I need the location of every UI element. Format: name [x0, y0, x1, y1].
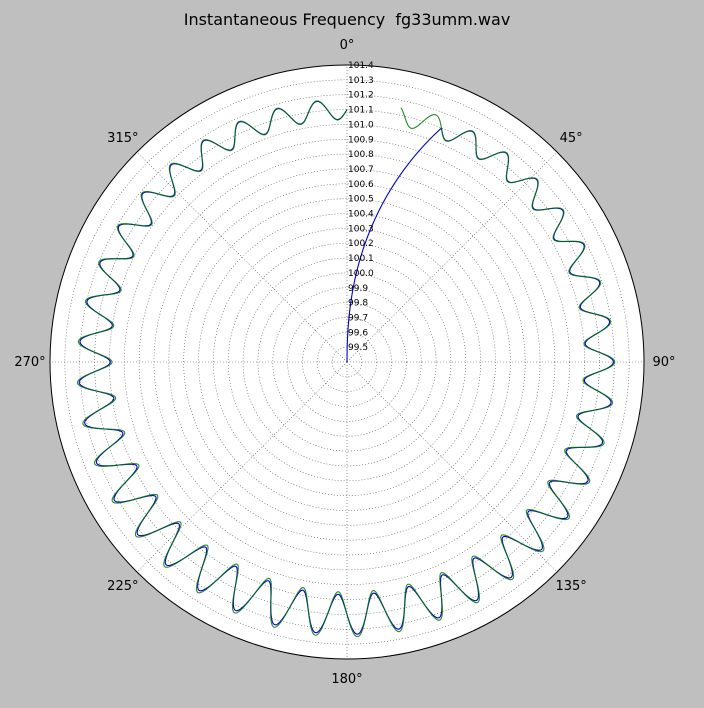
- radial-tick-label: 100.9: [348, 135, 374, 145]
- radial-gridline: [198, 213, 496, 511]
- radial-tick-label: 100.1: [348, 254, 374, 264]
- radial-gridline: [213, 228, 481, 496]
- angle-tick-label: 225°: [107, 579, 138, 594]
- angle-tick-label: 270°: [14, 355, 45, 370]
- angle-tick-label: 45°: [560, 131, 583, 146]
- series-layer: [76, 100, 616, 638]
- angle-tick-label: 0°: [340, 38, 355, 53]
- radial-gridline: [153, 168, 541, 556]
- series-line-2: [76, 100, 616, 638]
- radial-gridline: [287, 302, 407, 422]
- radial-tick-label: 100.4: [348, 210, 374, 220]
- radial-gridline: [242, 257, 452, 467]
- axes-border: [49, 64, 645, 660]
- radial-tick-label: 101.4: [348, 61, 374, 71]
- radial-gridline: [272, 287, 422, 437]
- radial-tick-label: 101.2: [348, 91, 374, 101]
- radial-labels: 99.5 99.6 99.7 99.8 99.9 100.0 100.1 100.2 100.3…: [348, 61, 374, 353]
- radial-tick-label: 100.0: [348, 269, 374, 279]
- radial-tick-label: 101.1: [348, 106, 374, 116]
- radial-tick-label: 99.7: [348, 313, 368, 323]
- radial-gridline: [316, 331, 377, 392]
- radial-tick-label: 99.6: [348, 328, 368, 338]
- radial-tick-label: 101.0: [348, 120, 374, 130]
- angle-tick-label: 135°: [555, 579, 586, 594]
- radial-tick-label: 99.9: [348, 284, 368, 294]
- radial-tick-label: 100.6: [348, 180, 374, 190]
- radial-gridline: [302, 317, 392, 407]
- radial-tick-label: 99.8: [348, 299, 368, 309]
- radial-tick-label: 100.8: [348, 150, 374, 160]
- angle-labels: 0° 45° 90° 135° 180° 225° 270° 315°: [14, 38, 675, 687]
- radial-tick-label: 100.7: [348, 165, 374, 175]
- radial-tick-label: 101.3: [348, 76, 374, 86]
- angle-tick-label: 90°: [652, 355, 675, 370]
- radial-gridline: [257, 272, 437, 452]
- radial-gridline: [168, 183, 526, 541]
- radial-tick-label: 100.2: [348, 239, 374, 249]
- radial-gridline: [227, 242, 467, 482]
- angle-tick-label: 180°: [331, 672, 362, 687]
- chart-title: Instantaneous Frequency fg33umm.wav: [183, 10, 511, 29]
- angle-tick-label: 315°: [107, 131, 138, 146]
- radial-tick-label: 99.5: [348, 343, 368, 353]
- radial-gridline: [183, 198, 511, 526]
- radial-tick-label: 100.5: [348, 195, 374, 205]
- radial-tick-label: 100.3: [348, 224, 374, 234]
